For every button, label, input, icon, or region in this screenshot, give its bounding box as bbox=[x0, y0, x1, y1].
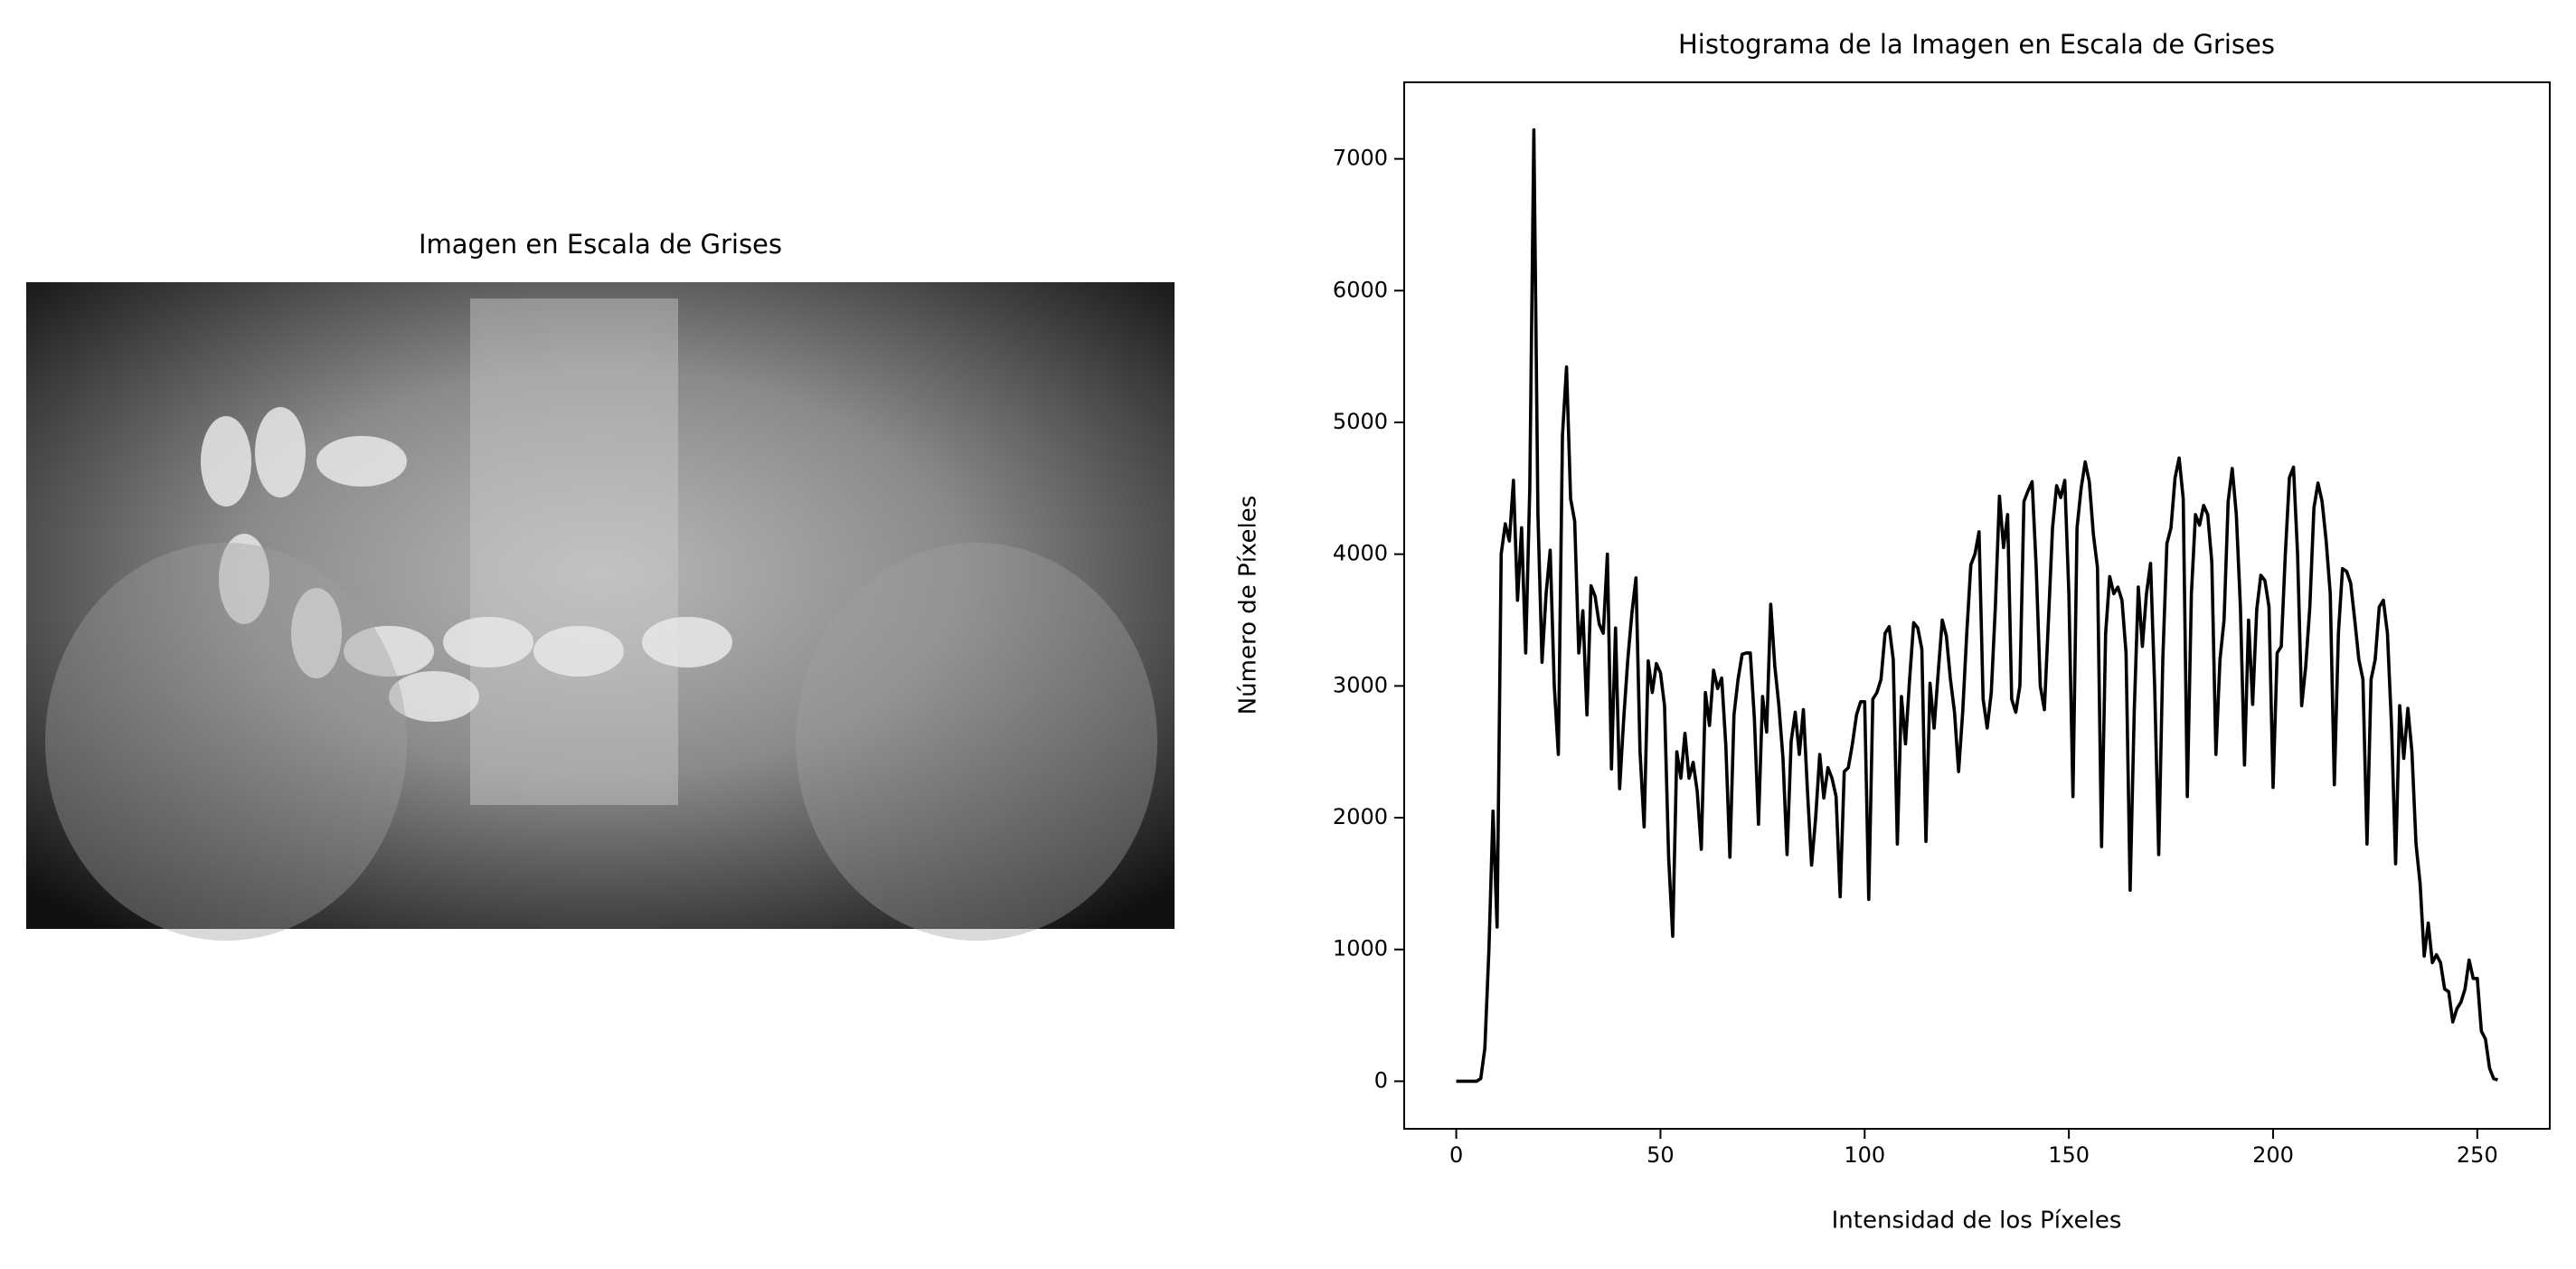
y-tick-label: 6000 bbox=[1333, 277, 1388, 302]
axes-frame bbox=[1403, 81, 2551, 1130]
y-tick-label: 2000 bbox=[1333, 804, 1388, 829]
y-tick-label: 5000 bbox=[1333, 409, 1388, 434]
x-tick-label: 150 bbox=[2048, 1142, 2090, 1168]
x-tick-label: 0 bbox=[1449, 1142, 1463, 1168]
x-tick-label: 100 bbox=[1844, 1142, 1885, 1168]
x-axis-label: Intensidad de los Píxeles bbox=[1832, 1207, 2122, 1235]
y-tick-label: 0 bbox=[1374, 1067, 1388, 1093]
x-tick-label: 250 bbox=[2457, 1142, 2498, 1168]
x-tick-label: 50 bbox=[1647, 1142, 1675, 1168]
y-tick-label: 3000 bbox=[1333, 672, 1388, 697]
y-tick-label: 7000 bbox=[1333, 146, 1388, 171]
y-tick-label: 1000 bbox=[1333, 936, 1388, 961]
histogram-line bbox=[1456, 128, 2498, 1084]
xray-image bbox=[26, 282, 1175, 941]
y-tick-label: 4000 bbox=[1333, 541, 1388, 566]
image-title: Imagen en Escala de Grises bbox=[419, 229, 782, 260]
chart-title: Histograma de la Imagen en Escala de Gri… bbox=[1678, 29, 2275, 60]
y-axis-label: Número de Píxeles bbox=[1235, 496, 1262, 715]
x-tick-label: 200 bbox=[2252, 1142, 2294, 1168]
